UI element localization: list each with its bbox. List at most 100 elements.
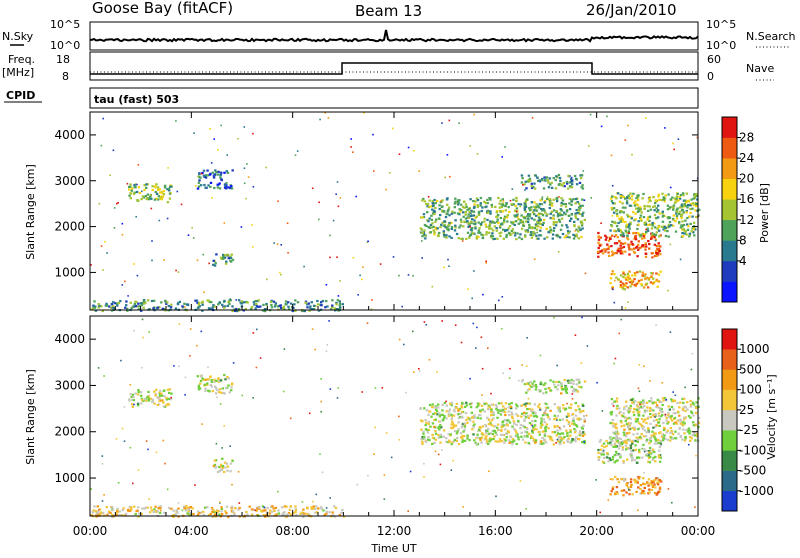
heatmap-cell	[333, 505, 336, 508]
heatmap-cell	[495, 211, 498, 214]
heatmap-cell	[436, 371, 438, 373]
heatmap-cell	[676, 210, 679, 213]
heatmap-cell	[620, 195, 623, 198]
heatmap-cell	[606, 115, 608, 118]
heatmap-cell	[685, 233, 688, 236]
heatmap-cell	[159, 509, 162, 512]
heatmap-cell	[515, 196, 518, 199]
heatmap-cell	[628, 215, 632, 218]
heatmap-cell	[555, 175, 558, 178]
heatmap-cell	[150, 207, 153, 210]
heatmap-cell	[630, 483, 633, 486]
heatmap-cell	[514, 215, 517, 218]
heatmap-cell	[570, 176, 573, 179]
heatmap-cell	[309, 305, 312, 308]
heatmap-cell	[529, 414, 532, 417]
heatmap-cell	[131, 403, 134, 406]
heatmap-cell	[567, 214, 571, 217]
heatmap-cell	[548, 177, 551, 180]
heatmap-cell	[613, 432, 617, 435]
heatmap-cell	[640, 425, 644, 428]
heatmap-cell	[505, 432, 508, 435]
heatmap-cell	[684, 204, 688, 208]
heatmap-cell	[695, 193, 698, 196]
heatmap-cell	[645, 409, 649, 412]
heatmap-cell	[617, 221, 620, 225]
y-tick-label: 4000	[54, 128, 85, 142]
heatmap-cell	[489, 210, 492, 213]
heatmap-cell	[162, 401, 165, 404]
heatmap-cell	[597, 247, 600, 250]
heatmap-cell	[554, 386, 557, 389]
heatmap-cell	[283, 514, 286, 517]
heatmap-cell	[485, 205, 488, 208]
heatmap-cell	[659, 401, 663, 404]
heatmap-cell	[198, 176, 201, 179]
heatmap-cell	[200, 330, 203, 333]
heatmap-cell	[503, 441, 506, 444]
noise-tick-top-left: 10^5	[50, 18, 80, 31]
heatmap-cell	[630, 398, 633, 401]
heatmap-cell	[655, 324, 657, 326]
heatmap-cell	[648, 446, 652, 449]
y-tick-label: 4000	[54, 332, 85, 346]
heatmap-cell	[108, 510, 111, 513]
heatmap-cell	[549, 379, 552, 382]
y-tick-label: 3000	[54, 378, 85, 392]
heatmap-cell	[450, 469, 453, 471]
heatmap-cell	[556, 419, 558, 421]
heatmap-cell	[441, 320, 443, 322]
heatmap-cell	[162, 439, 165, 442]
heatmap-cell	[563, 378, 566, 382]
heatmap-cell	[507, 232, 511, 235]
nave-label: Nave	[746, 62, 774, 75]
heatmap-cell	[534, 412, 537, 415]
heatmap-cell	[229, 470, 232, 473]
heatmap-cell	[657, 229, 661, 232]
heatmap-cell	[616, 492, 619, 495]
heatmap-cell	[641, 271, 644, 274]
heatmap-cell	[542, 208, 545, 211]
heatmap-cell	[106, 513, 109, 516]
heatmap-cell	[604, 234, 607, 237]
heatmap-cell	[134, 300, 137, 303]
heatmap-cell	[558, 426, 561, 429]
heatmap-cell	[580, 224, 584, 227]
heatmap-cell	[371, 299, 373, 301]
heatmap-cell	[149, 194, 152, 197]
heatmap-cell	[565, 234, 568, 237]
heatmap-cell	[583, 433, 586, 436]
heatmap-cell	[446, 441, 450, 444]
heatmap-cell	[610, 200, 614, 203]
heatmap-cell	[647, 478, 651, 481]
heatmap-cell	[567, 423, 570, 426]
heatmap-cell	[649, 281, 653, 284]
heatmap-cell	[588, 145, 590, 147]
heatmap-cell	[615, 209, 618, 212]
heatmap-cell	[442, 417, 446, 420]
heatmap-cell	[657, 480, 660, 484]
heatmap-cell	[629, 428, 632, 430]
heatmap-cell	[215, 253, 218, 256]
heatmap-cell	[626, 286, 629, 289]
heatmap-cell	[526, 220, 530, 224]
heatmap-cell	[622, 461, 625, 464]
heatmap-cell	[596, 381, 598, 384]
heatmap-cell	[435, 218, 438, 221]
heatmap-cell	[541, 209, 544, 212]
heatmap-cell	[129, 301, 132, 304]
heatmap-cell	[502, 405, 505, 408]
heatmap-cell	[556, 432, 560, 435]
heatmap-cell	[579, 177, 583, 180]
heatmap-cell	[427, 220, 430, 223]
heatmap-cell	[464, 217, 468, 220]
heatmap-cell	[409, 470, 412, 473]
heatmap-cell	[229, 187, 232, 190]
heatmap-cell	[196, 259, 199, 262]
heatmap-cell	[514, 220, 518, 223]
heatmap-cell	[219, 176, 222, 179]
heatmap-cell	[610, 413, 613, 416]
heatmap-cell	[652, 205, 655, 209]
heatmap-cell	[649, 437, 652, 440]
heatmap-cell	[683, 229, 686, 232]
